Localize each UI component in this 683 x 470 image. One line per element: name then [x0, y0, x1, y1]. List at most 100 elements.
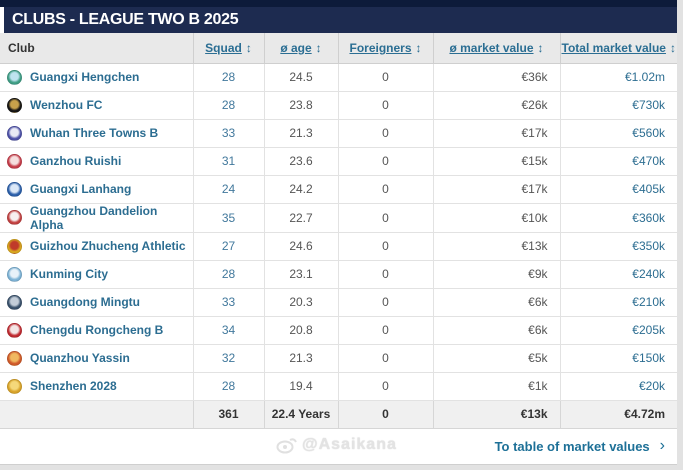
- club-crest-icon[interactable]: [7, 181, 22, 197]
- total-market-value-link[interactable]: €20k: [559, 371, 677, 401]
- column-header-foreigners-label[interactable]: Foreigners: [349, 40, 412, 55]
- total-market-value-link[interactable]: €470k: [559, 146, 677, 176]
- club-name-link[interactable]: Ganzhou Ruishi: [30, 154, 122, 168]
- club-cell[interactable]: Wenzhou FC: [0, 90, 194, 120]
- club-crest-icon[interactable]: [7, 266, 22, 282]
- card-footer: @Asaikana To table of market values ›: [0, 428, 677, 465]
- club-table-row: Shenzhen 2028 28 19.4 0 €1k €20k: [0, 371, 677, 401]
- club-name-link[interactable]: Guangdong Mingtu: [30, 295, 140, 309]
- total-market-value-link[interactable]: €560k: [559, 118, 677, 148]
- foreigners-cell: 0: [337, 90, 434, 120]
- club-name-link[interactable]: Chengdu Rongcheng B: [30, 323, 164, 337]
- club-crest-icon[interactable]: [7, 322, 22, 338]
- club-table-row: Guizhou Zhucheng Athletic 27 24.6 0 €13k…: [0, 231, 677, 261]
- club-crest-icon[interactable]: [7, 97, 22, 113]
- column-header-age[interactable]: ø age ↕: [263, 33, 339, 64]
- club-cell[interactable]: Guangzhou Dandelion Alpha: [0, 202, 194, 233]
- sort-icon[interactable]: ↕: [415, 40, 422, 55]
- club-cell[interactable]: Guizhou Zhucheng Athletic: [0, 231, 194, 261]
- avg-market-value-cell: €17k: [432, 174, 561, 204]
- table-title-bar: CLUBS - LEAGUE TWO B 2025: [4, 7, 677, 33]
- club-crest-icon[interactable]: [7, 210, 22, 225]
- total-market-value-link[interactable]: €405k: [559, 174, 677, 204]
- squad-size-link[interactable]: 35: [192, 202, 265, 233]
- club-cell[interactable]: Kunming City: [0, 259, 194, 289]
- squad-size-link[interactable]: 34: [192, 315, 265, 345]
- column-header-age-label[interactable]: ø age: [280, 40, 312, 55]
- weibo-icon: [276, 437, 297, 453]
- club-table-row: Chengdu Rongcheng B 34 20.8 0 €6k €205k: [0, 315, 677, 345]
- avg-age-cell: 23.6: [263, 146, 339, 176]
- foreigners-cell: 0: [337, 62, 434, 92]
- squad-size-link[interactable]: 28: [192, 259, 265, 289]
- column-header-avg-market-value[interactable]: ø market value ↕: [432, 33, 561, 64]
- club-name-link[interactable]: Quanzhou Yassin: [30, 351, 130, 365]
- total-market-value-link[interactable]: €350k: [559, 231, 677, 261]
- avg-age-cell: 22.7: [263, 202, 339, 233]
- column-header-squad[interactable]: Squad ↕: [192, 33, 265, 64]
- squad-size-link[interactable]: 24: [192, 174, 265, 204]
- squad-size-link[interactable]: 28: [192, 371, 265, 401]
- club-crest-icon[interactable]: [7, 125, 22, 141]
- club-name-link[interactable]: Kunming City: [30, 267, 108, 281]
- club-name-link[interactable]: Guangxi Hengchen: [30, 70, 140, 84]
- avg-market-value-cell: €5k: [432, 343, 561, 373]
- sort-icon[interactable]: ↕: [315, 40, 322, 55]
- squad-size-link[interactable]: 33: [192, 287, 265, 317]
- squad-size-link[interactable]: 27: [192, 231, 265, 261]
- market-values-link[interactable]: To table of market values ›: [495, 438, 665, 454]
- squad-size-link[interactable]: 33: [192, 118, 265, 148]
- watermark: @Asaikana: [276, 436, 397, 454]
- club-crest-icon[interactable]: [7, 294, 22, 310]
- column-header-foreigners[interactable]: Foreigners ↕: [337, 33, 434, 64]
- club-crest-icon[interactable]: [7, 378, 22, 394]
- squad-size-link[interactable]: 28: [192, 62, 265, 92]
- club-cell[interactable]: Guangxi Lanhang: [0, 174, 194, 204]
- foreigners-cell: 0: [337, 118, 434, 148]
- club-cell[interactable]: Shenzhen 2028: [0, 371, 194, 401]
- avg-market-value-cell: €1k: [432, 371, 561, 401]
- total-market-value-link[interactable]: €240k: [559, 259, 677, 289]
- club-name-link[interactable]: Guangzhou Dandelion Alpha: [30, 203, 158, 232]
- club-cell[interactable]: Guangdong Mingtu: [0, 287, 194, 317]
- avg-market-value-cell: €6k: [432, 287, 561, 317]
- total-market-value-link[interactable]: €150k: [559, 343, 677, 373]
- avg-age-cell: 21.3: [263, 343, 339, 373]
- club-crest-icon[interactable]: [7, 238, 22, 254]
- totals-foreigners: 0: [337, 399, 434, 429]
- foreigners-cell: 0: [337, 343, 434, 373]
- club-cell[interactable]: Wuhan Three Towns B: [0, 118, 194, 148]
- foreigners-cell: 0: [337, 146, 434, 176]
- squad-size-link[interactable]: 31: [192, 146, 265, 176]
- market-values-link-label[interactable]: To table of market values: [494, 438, 650, 454]
- squad-size-link[interactable]: 32: [192, 343, 265, 373]
- total-market-value-link[interactable]: €360k: [559, 202, 677, 233]
- club-cell[interactable]: Quanzhou Yassin: [0, 343, 194, 373]
- sort-icon[interactable]: ↕: [537, 40, 544, 55]
- club-name-link[interactable]: Guangxi Lanhang: [30, 182, 132, 196]
- club-crest-icon[interactable]: [7, 69, 22, 85]
- column-header-total-market-value[interactable]: Total market value ↕: [559, 33, 677, 64]
- club-name-link[interactable]: Wenzhou FC: [30, 98, 103, 112]
- club-crest-icon[interactable]: [7, 350, 22, 366]
- club-crest-icon[interactable]: [7, 153, 22, 169]
- total-market-value-link[interactable]: €205k: [559, 315, 677, 345]
- club-name-link[interactable]: Shenzhen 2028: [30, 379, 117, 393]
- total-market-value-link[interactable]: €1.02m: [559, 62, 677, 92]
- club-name-link[interactable]: Guizhou Zhucheng Athletic: [30, 239, 186, 253]
- squad-size-link[interactable]: 28: [192, 90, 265, 120]
- column-header-avg-market-value-label[interactable]: ø market value: [449, 40, 534, 55]
- club-cell[interactable]: Chengdu Rongcheng B: [0, 315, 194, 345]
- club-table-row: Wenzhou FC 28 23.8 0 €26k €730k: [0, 90, 677, 120]
- column-header-squad-label[interactable]: Squad: [205, 40, 242, 55]
- avg-market-value-cell: €9k: [432, 259, 561, 289]
- club-cell[interactable]: Ganzhou Ruishi: [0, 146, 194, 176]
- club-name-link[interactable]: Wuhan Three Towns B: [30, 126, 159, 140]
- total-market-value-link[interactable]: €730k: [559, 90, 677, 120]
- sort-icon[interactable]: ↕: [669, 40, 676, 55]
- club-cell[interactable]: Guangxi Hengchen: [0, 62, 194, 92]
- sort-icon[interactable]: ↕: [245, 40, 252, 55]
- column-header-total-market-value-label[interactable]: Total market value: [561, 40, 666, 55]
- totals-avg-age: 22.4 Years: [263, 399, 339, 429]
- total-market-value-link[interactable]: €210k: [559, 287, 677, 317]
